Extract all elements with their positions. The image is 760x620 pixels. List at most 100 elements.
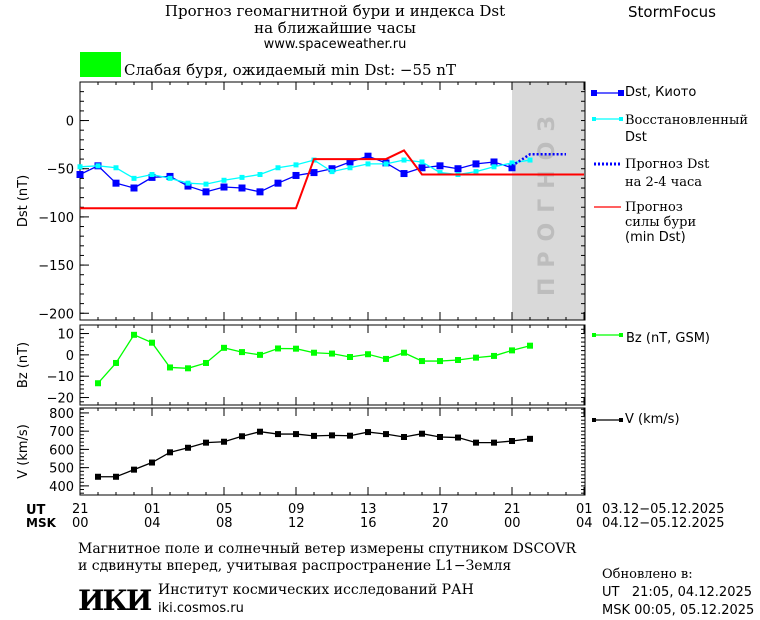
y-axis-label: Dst (nT) <box>16 175 31 227</box>
data-point <box>383 161 389 167</box>
data-point <box>113 165 119 171</box>
data-point <box>239 174 245 180</box>
data-point <box>527 157 533 163</box>
data-point <box>274 179 282 187</box>
legend-storm-forecast: Прогноз силы бури (min Dst) <box>625 200 696 245</box>
y-tick-label: 800 <box>49 407 74 422</box>
data-point <box>527 342 533 349</box>
institute-name: Институт космических исследований РАН <box>158 582 474 598</box>
legend-marker <box>619 333 623 337</box>
data-point <box>149 339 155 346</box>
data-point <box>77 164 83 170</box>
data-point <box>437 170 443 176</box>
data-point <box>292 171 300 179</box>
chart-subtitle: на ближайшие часы <box>254 19 416 37</box>
data-point <box>401 349 407 356</box>
data-point <box>437 358 443 365</box>
data-point <box>490 158 498 166</box>
data-point <box>293 431 299 438</box>
data-point <box>167 175 173 181</box>
data-point <box>203 359 209 366</box>
msk-tick-label: 00 <box>504 516 521 531</box>
data-point <box>131 466 137 473</box>
data-point <box>257 428 263 435</box>
data-point <box>95 163 101 169</box>
data-point <box>220 183 228 191</box>
data-point <box>508 164 516 172</box>
data-point <box>347 165 353 171</box>
panel-frame <box>79 324 586 406</box>
data-point <box>472 160 480 168</box>
source-url[interactable]: www.spaceweather.ru <box>263 37 407 52</box>
data-point <box>221 438 227 445</box>
msk-tick-label: 00 <box>72 516 89 531</box>
status-color-box <box>80 52 121 77</box>
series-line <box>80 149 584 210</box>
msk-tick-label: 08 <box>216 516 233 531</box>
legend-restored-1: Восстановленный <box>625 113 748 128</box>
data-point <box>95 380 101 387</box>
y-tick-label: −20 <box>47 392 74 407</box>
y-tick-label: 0 <box>66 115 74 130</box>
ut-tick-label: 01 <box>576 502 593 517</box>
data-point <box>491 352 497 359</box>
data-point <box>239 433 245 440</box>
data-point <box>149 459 155 466</box>
msk-tick-label: 16 <box>360 516 377 531</box>
data-point <box>185 444 191 451</box>
data-point <box>275 165 281 171</box>
y-axis-label: Bz (nT) <box>16 342 31 388</box>
legend-marker <box>618 90 624 96</box>
data-point <box>202 188 210 196</box>
data-point <box>419 159 425 165</box>
data-point <box>473 439 479 446</box>
data-point <box>184 182 192 190</box>
data-point <box>455 434 461 441</box>
msk-tick-label: 20 <box>432 516 449 531</box>
panel-frame <box>79 407 586 496</box>
data-point <box>491 439 497 446</box>
storm-status: Слабая буря, ожидаемый min Dst: −55 nT <box>124 61 456 79</box>
data-point <box>257 351 263 358</box>
data-point <box>436 162 444 170</box>
legend-forecast-2: на 2-4 часа <box>625 175 702 190</box>
data-point <box>275 345 281 352</box>
data-point <box>329 169 335 175</box>
data-point <box>221 344 227 351</box>
ut-tick-label: 13 <box>360 502 377 517</box>
data-point <box>310 169 318 177</box>
footer-note-2: и сдвинуты вперед, учитывая распростране… <box>78 558 512 574</box>
data-point <box>491 164 497 170</box>
y-tick-label: 500 <box>49 462 74 477</box>
data-point <box>509 438 515 445</box>
updated-msk: MSK 00:05, 05.12.2025 <box>602 603 755 618</box>
data-point <box>329 432 335 439</box>
forecast-band-label: ПРОГНОЗ <box>535 106 560 296</box>
chart-title: Прогноз геомагнитной бури и индекса Dst <box>164 2 506 20</box>
msk-label: MSK <box>26 516 56 530</box>
ut-tick-label: 09 <box>288 502 305 517</box>
data-point <box>437 434 443 440</box>
data-point <box>131 175 137 181</box>
data-point <box>365 429 371 436</box>
legend-marker <box>591 90 597 96</box>
panel-frame <box>79 81 586 321</box>
data-point <box>149 172 155 178</box>
data-point <box>293 345 299 352</box>
updated-ut: UT 21:05, 04.12.2025 <box>602 585 753 600</box>
y-tick-label: −200 <box>38 307 74 322</box>
data-point <box>167 449 173 456</box>
data-point <box>473 169 479 175</box>
institute-site[interactable]: iki.cosmos.ru <box>158 601 244 616</box>
legend-bz: Bz (nT, GSM) <box>626 331 711 346</box>
data-point <box>346 158 354 166</box>
msk-tick-label: 04 <box>144 516 161 531</box>
legend-v: V (km/s) <box>625 412 680 427</box>
data-point <box>113 473 119 480</box>
legend-marker <box>592 117 596 121</box>
ut-tick-label: 21 <box>504 502 521 517</box>
data-point <box>257 172 263 178</box>
legend-storm-2: силы бури <box>625 215 697 230</box>
data-point <box>455 356 461 363</box>
data-point <box>238 184 246 192</box>
